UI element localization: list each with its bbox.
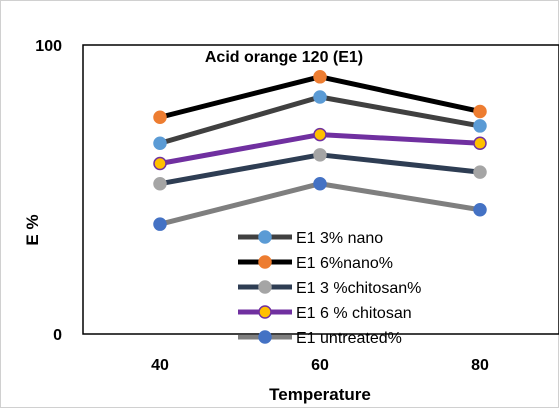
data-point (153, 176, 167, 191)
series-4 (153, 127, 487, 171)
legend-item: E1 6%nano% (238, 255, 393, 272)
y-tick-label: 100 (35, 38, 62, 55)
data-point (313, 148, 327, 162)
legend-marker-swatch (258, 330, 272, 344)
y-axis-title: E % (23, 214, 42, 245)
data-point (473, 165, 487, 179)
chart-title: Acid orange 120 (E1) (205, 49, 363, 66)
legend-item: E1 6 % chitosan (238, 305, 412, 322)
data-point (153, 110, 167, 124)
legend-item: E1 3 %chitosan% (238, 280, 421, 297)
data-point (153, 136, 167, 151)
data-point (313, 176, 327, 191)
legend-label: E1 3 %chitosan% (296, 280, 421, 297)
legend-item: E1 3% nano (238, 230, 383, 247)
y-tick-label: 0 (53, 327, 62, 344)
legend-marker-swatch (258, 305, 272, 319)
legend-label: E1 6%nano% (296, 255, 393, 272)
legend: E1 3% nano E1 6%nano% E1 3 %chitosan% E1 6 … (238, 230, 421, 347)
legend-marker-swatch (258, 280, 272, 294)
data-point (313, 127, 327, 142)
data-point (313, 90, 327, 104)
legend-marker-swatch (258, 255, 272, 269)
x-tick-label: 60 (311, 357, 329, 374)
series-3 (153, 148, 487, 191)
data-point (473, 119, 487, 133)
x-axis-title: Temperature (269, 385, 371, 404)
x-tick-label: 80 (471, 357, 489, 374)
data-point (473, 202, 487, 217)
x-axis-ticks: 40 60 80 (151, 357, 489, 374)
series-1 (153, 90, 487, 151)
series-layer (153, 70, 487, 231)
legend-marker-swatch (258, 230, 272, 244)
series-5 (153, 176, 487, 231)
legend-label: E1 3% nano (296, 230, 383, 247)
series-2 (153, 70, 487, 124)
x-tick-label: 40 (151, 357, 169, 374)
data-point (153, 217, 167, 231)
legend-label: E1 untreated% (296, 330, 402, 347)
legend-item: E1 untreated% (238, 330, 402, 347)
legend-label: E1 6 % chitosan (296, 305, 412, 322)
y-axis-ticks: 0 100 (35, 38, 62, 344)
data-point (313, 70, 327, 84)
data-point (473, 104, 487, 119)
data-point (473, 136, 487, 151)
data-point (153, 156, 167, 171)
